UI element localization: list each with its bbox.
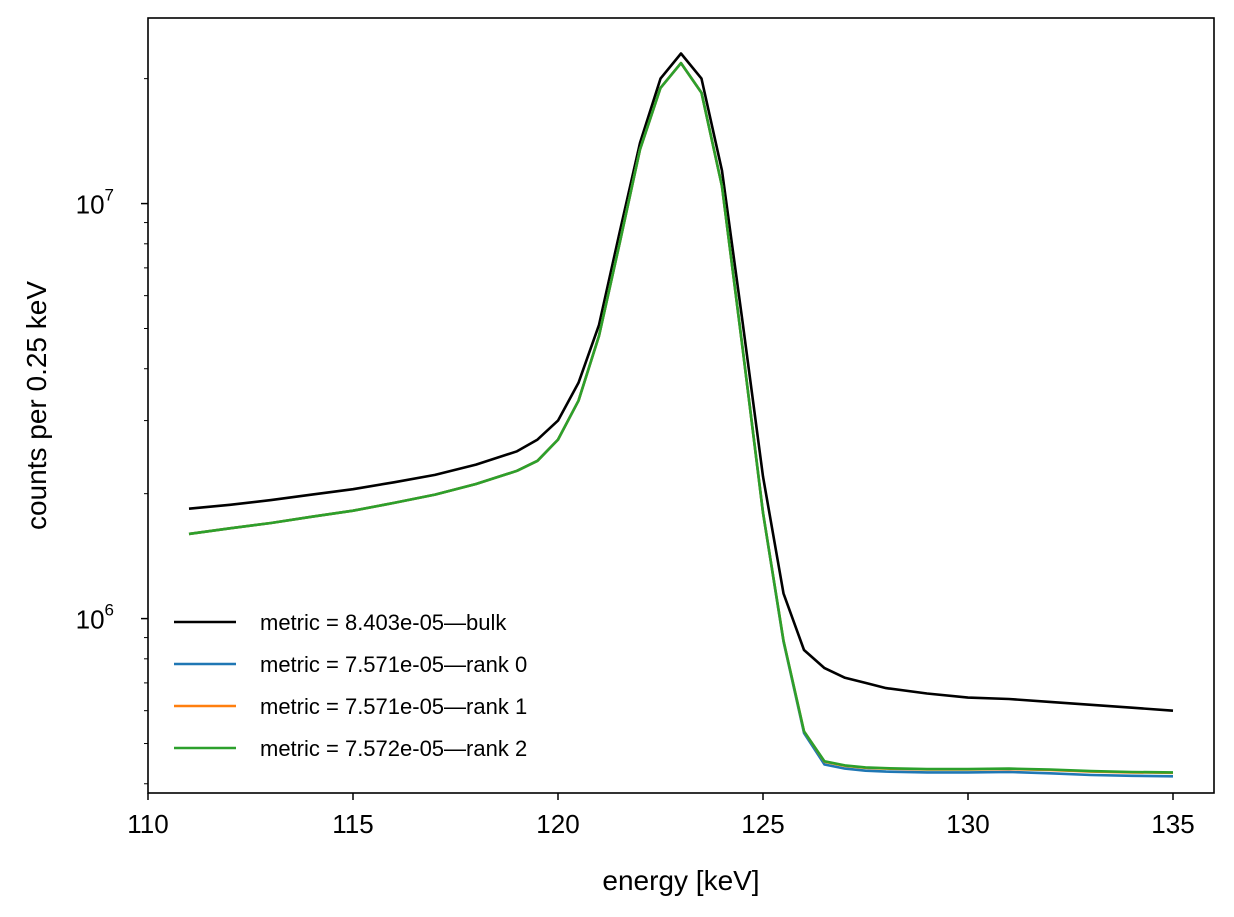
series-line-0 [188, 52, 1174, 712]
legend-label-3: metric = 7.572e-05—rank 2 [260, 736, 527, 761]
x-axis-label: energy [keV] [602, 865, 759, 896]
x-tick-label: 115 [332, 809, 373, 839]
x-tick-label: 110 [127, 809, 168, 839]
x-tick-label: 135 [1151, 809, 1194, 839]
y-axis-label: counts per 0.25 keV [21, 281, 52, 530]
plot-frame [147, 17, 1215, 794]
y-tick-label: 106 [76, 601, 114, 635]
plot-area [188, 52, 1174, 778]
series-line-3 [188, 61, 1174, 774]
x-tick-label: 125 [741, 809, 784, 839]
legend-label-2: metric = 7.571e-05—rank 1 [260, 694, 527, 719]
y-axis: 106 107 [76, 78, 148, 785]
y-tick-label: 107 [76, 186, 114, 220]
legend: metric = 8.403e-05—bulk metric = 7.571e-0… [174, 610, 527, 761]
x-tick-label: 120 [536, 809, 579, 839]
x-axis: 110 115 120 125 130 135 [127, 793, 1195, 839]
x-tick-label: 130 [946, 809, 989, 839]
legend-label-1: metric = 7.571e-05—rank 0 [260, 652, 527, 677]
legend-label-0: metric = 8.403e-05—bulk [260, 610, 507, 635]
